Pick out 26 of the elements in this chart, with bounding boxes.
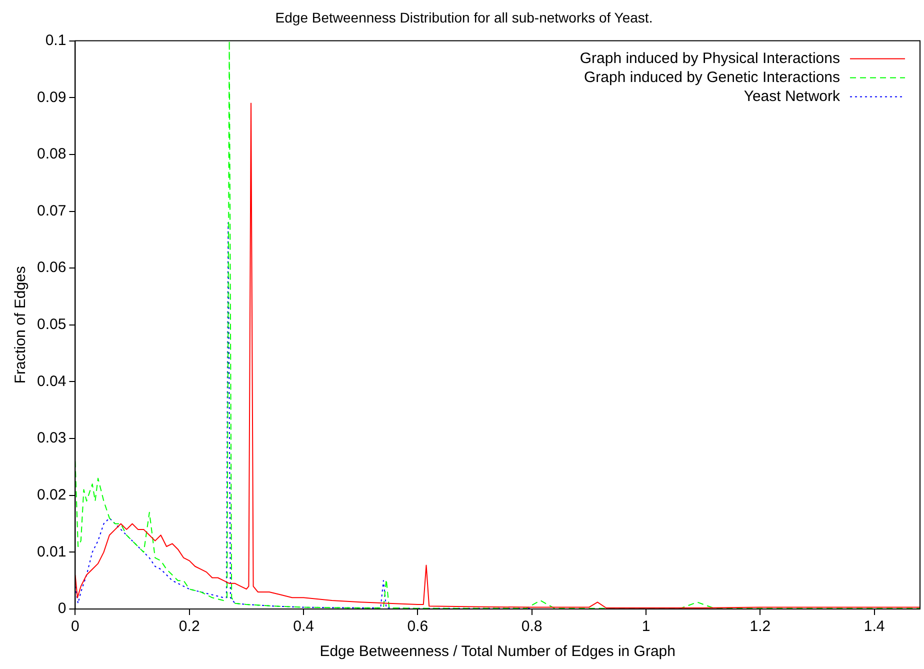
y-tick-label: 0.1	[45, 32, 66, 49]
chart-title: Edge Betweenness Distribution for all sub-networks of Yeast.	[275, 9, 653, 26]
y-tick-label: 0.03	[36, 430, 66, 447]
y-tick-label: 0.08	[36, 146, 66, 163]
y-tick-label: 0.02	[36, 486, 66, 504]
x-tick-label: 0.6	[407, 618, 428, 636]
y-tick-label: 0.01	[36, 543, 66, 560]
x-tick-label: 0.8	[521, 618, 542, 636]
y-tick-label: 0.05	[36, 316, 66, 334]
y-tick-label: 0.06	[36, 259, 66, 276]
x-axis-title: Edge Betweenness / Total Number of Edges in Graph	[320, 643, 676, 660]
x-tick-label: 0.4	[293, 618, 314, 636]
y-tick-label: 0.09	[36, 88, 66, 106]
line-series	[75, 222, 532, 609]
y-axis-title: Fraction of Edges	[12, 266, 30, 384]
x-tick-label: 0	[71, 618, 80, 636]
legend-label: Graph induced by Physical Interactions	[580, 50, 840, 67]
x-tick-label: 0.2	[178, 618, 200, 636]
y-tick-label: 0	[58, 600, 66, 618]
legend-label: Graph induced by Genetic Interactions	[584, 68, 840, 86]
x-tick-label: 1.4	[864, 618, 885, 636]
y-tick-label: 0.07	[36, 202, 66, 220]
y-tick-label: 0.04	[36, 372, 66, 390]
legend-label: Yeast Network	[744, 88, 840, 105]
x-tick-label: 1	[642, 618, 650, 636]
x-tick-label: 1.2	[750, 618, 771, 636]
